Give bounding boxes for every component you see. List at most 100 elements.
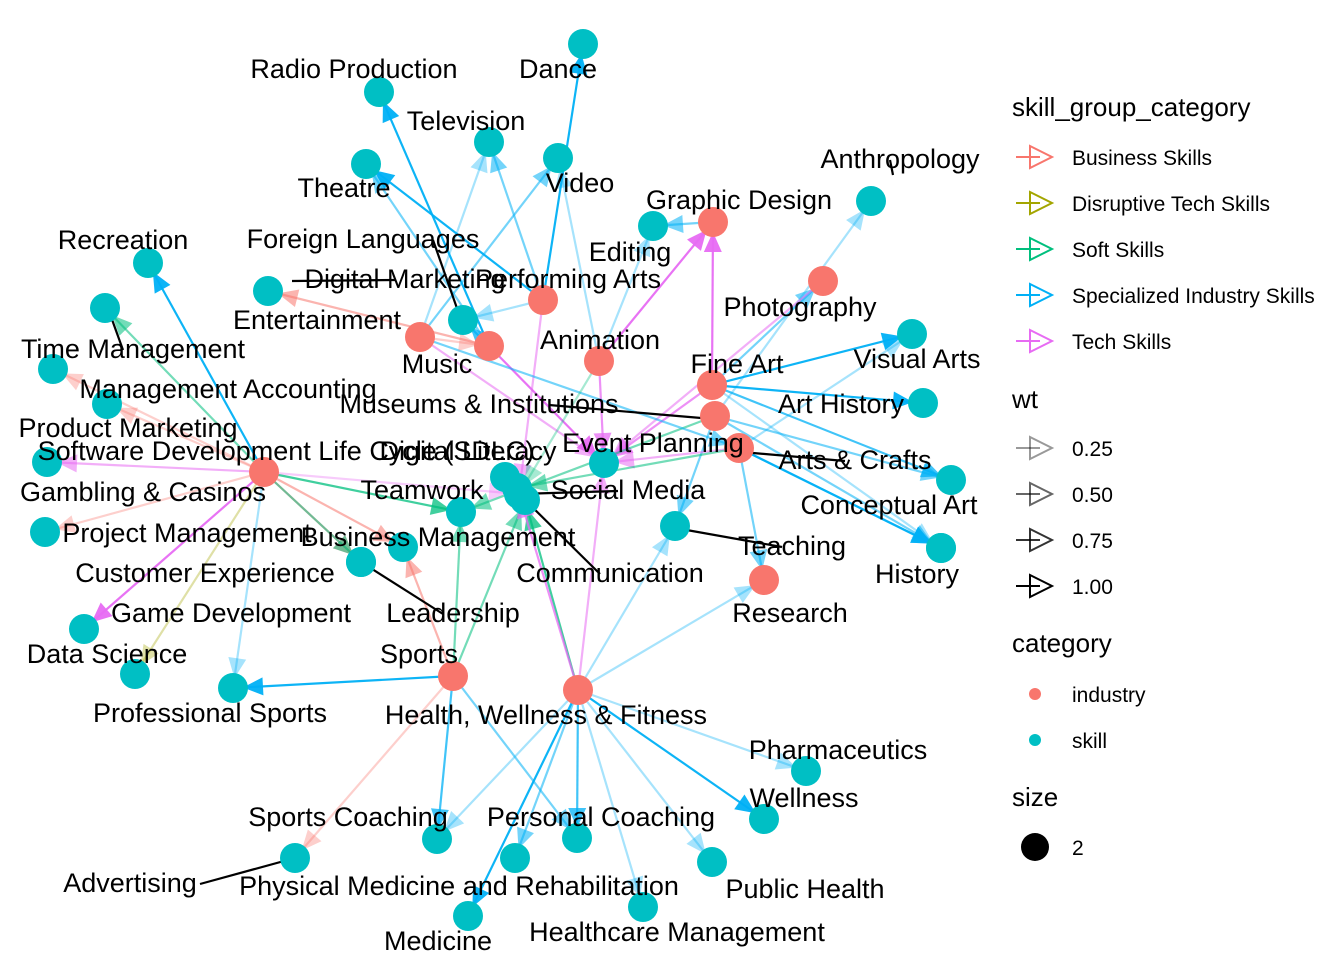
node-label-sports: Sports <box>380 639 458 669</box>
edge-line <box>294 675 454 859</box>
edge-arrowhead <box>54 515 77 533</box>
node-advertising <box>280 843 310 873</box>
edge-arrowhead <box>707 429 730 447</box>
edge-sports-sports-coaching <box>430 675 455 840</box>
legend-swatch-arrow <box>1029 144 1055 170</box>
node-television <box>474 127 504 157</box>
legend-title-size: size <box>1012 782 1058 812</box>
edge-arrowhead <box>470 492 493 510</box>
edge-line <box>711 332 913 387</box>
edge-line <box>46 460 265 474</box>
edge-arrowhead <box>910 525 933 543</box>
edge-line <box>576 462 606 691</box>
edge-museums-teaching <box>673 415 717 527</box>
legend-swatch-arrow <box>1029 282 1055 308</box>
node-fine-art <box>697 370 727 400</box>
edge-arrowhead <box>662 215 684 233</box>
node-label-communication: Communication <box>516 558 704 588</box>
legend-title-category: category <box>1012 628 1112 658</box>
edge-arrowhead <box>116 407 139 425</box>
edge-health-hub-a <box>576 462 610 691</box>
node-label-performing-arts: Performing Arts <box>475 264 661 294</box>
edge-arrowhead <box>568 807 587 829</box>
node-sports <box>438 661 468 691</box>
edge-arrowhead <box>488 482 510 501</box>
edge-arrowhead <box>373 170 396 190</box>
edge-arrowhead <box>846 209 866 231</box>
edge-health-healthcare-mgmt <box>576 689 645 908</box>
legend-swatch-dot <box>1029 734 1041 746</box>
edge-gambling-project-mgmt <box>44 470 265 534</box>
node-label-music: Music <box>402 349 473 379</box>
node-game-dev <box>69 614 99 644</box>
edge-arrowhead <box>569 53 588 76</box>
edge-performing-arts-social-media <box>513 299 545 495</box>
node-editing <box>638 211 668 241</box>
node-label-entertainment: Entertainment <box>233 305 402 335</box>
label-leader-digital-marketing <box>291 278 396 283</box>
legend-label: Soft Skills <box>1072 239 1164 262</box>
node-label-gambling: Gambling & Casinos <box>20 477 266 507</box>
edge-gambling-mgmt-accounting <box>52 368 265 473</box>
node-label-video: Video <box>546 168 615 198</box>
legend-label: industry <box>1072 684 1146 707</box>
edge-arrowhead <box>517 826 534 849</box>
legend-swatch-arrow <box>1029 573 1055 599</box>
node-label-radio: Radio Production <box>250 54 457 84</box>
node-label-leadership: Leadership <box>386 598 520 628</box>
edge-music-digital-marketing <box>267 289 490 348</box>
node-label-anthropology: Anthropology <box>820 144 980 174</box>
legend-label: 0.50 <box>1072 484 1113 507</box>
edge-line <box>83 471 265 630</box>
node-label-game-dev: Game Development <box>111 598 352 628</box>
node-public-health <box>697 847 727 877</box>
edge-line <box>711 383 924 405</box>
edge-arrowhead <box>633 235 651 258</box>
edge-line <box>106 402 265 474</box>
edge-line <box>52 368 265 473</box>
edge-animation-hub-a <box>593 360 612 464</box>
edge-line <box>147 262 265 473</box>
legend-size-items: 2 <box>1021 833 1084 861</box>
edge-entertainment-hub-a <box>419 336 605 464</box>
edge-line <box>419 157 559 338</box>
edge-fine-art-graphic-design <box>703 221 722 386</box>
node-hub-a <box>589 448 619 478</box>
edge-gambling-leadership <box>263 471 362 563</box>
legend-swatch-arrow <box>1029 435 1055 461</box>
edge-health-sports-coaching <box>436 689 579 840</box>
node-label-public-health: Public Health <box>725 874 884 904</box>
node-label-art-history: Art History <box>778 389 905 419</box>
edge-event-planning-research <box>737 447 768 581</box>
edge-arrowhead <box>382 101 400 124</box>
edge-gambling-sdlc <box>46 454 265 474</box>
label-leader-leadership <box>360 561 444 615</box>
edge-gambling-teamwork <box>263 470 462 515</box>
node-label-digital-literacy: Digital Literacy <box>379 436 557 466</box>
edge-health-pharmaceutics <box>577 688 807 773</box>
edge-arrowhead <box>91 602 113 623</box>
label-leader-anthropology <box>888 159 895 176</box>
edge-arrowhead <box>651 534 670 557</box>
edge-line <box>515 487 580 691</box>
nodes-layer <box>30 29 966 931</box>
node-label-pro-sports: Professional Sports <box>93 698 327 728</box>
edge-arrowhead <box>242 677 264 696</box>
node-video <box>543 143 573 173</box>
edge-health-public-health <box>577 689 713 863</box>
edge-arrowhead <box>450 521 469 543</box>
edge-line <box>714 415 942 549</box>
edge-line <box>263 470 462 514</box>
edge-animation-editing <box>597 225 655 362</box>
node-label-museums: Museums & Institutions <box>339 389 618 419</box>
node-label-foreign-languages: Foreign Languages <box>247 224 480 254</box>
legend-swatch-arrow <box>1029 481 1055 507</box>
edge-performing-arts-television <box>487 141 545 301</box>
node-performing-arts <box>528 285 558 315</box>
edge-arrowhead <box>880 332 903 351</box>
edge-entertainment-video <box>419 157 559 338</box>
edge-gambling-game-dev <box>83 471 265 630</box>
edge-fine-art-art-history <box>711 383 924 410</box>
node-pro-sports <box>218 673 248 703</box>
node-label-sdlc: Software Development Life Cycle (SDLC) <box>38 436 535 466</box>
